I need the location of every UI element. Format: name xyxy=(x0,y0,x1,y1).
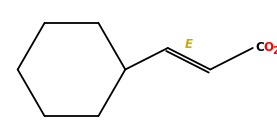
Text: O: O xyxy=(264,41,274,54)
Text: 2: 2 xyxy=(273,46,277,56)
Text: C: C xyxy=(255,41,264,54)
Text: E: E xyxy=(185,38,193,51)
